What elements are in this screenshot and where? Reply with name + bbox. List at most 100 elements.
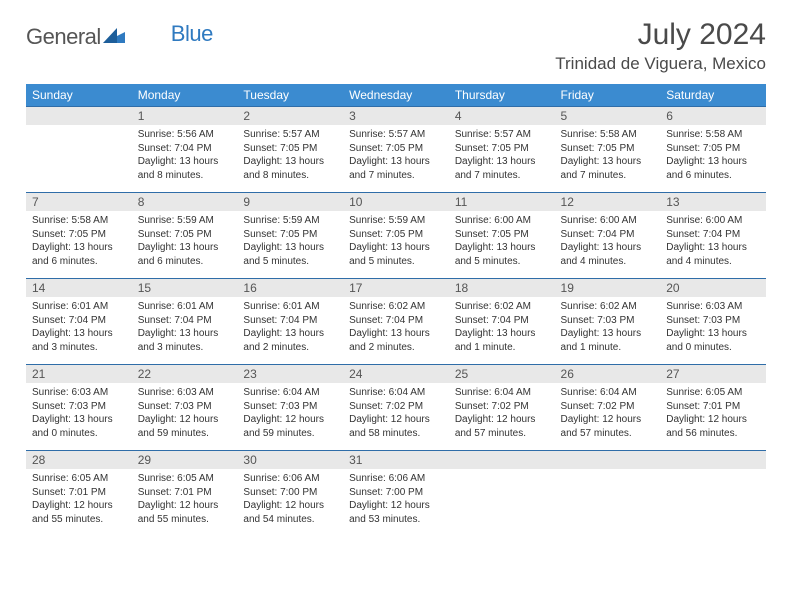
day-line: Sunrise: 5:57 AM — [349, 128, 443, 142]
day-line: Sunrise: 6:00 AM — [561, 214, 655, 228]
day-number: 9 — [237, 193, 343, 211]
day-number: 1 — [132, 107, 238, 125]
day-number: 24 — [343, 365, 449, 383]
day-number: 6 — [660, 107, 766, 125]
day-line: Sunset: 7:04 PM — [138, 314, 232, 328]
day-line: Daylight: 12 hours and 57 minutes. — [561, 413, 655, 440]
day-number: 31 — [343, 451, 449, 469]
dow-tuesday: Tuesday — [237, 84, 343, 107]
day-line: Daylight: 12 hours and 58 minutes. — [349, 413, 443, 440]
day-line: Sunset: 7:03 PM — [243, 400, 337, 414]
day-cell: 19Sunrise: 6:02 AMSunset: 7:03 PMDayligh… — [555, 279, 661, 365]
day-cell: 29Sunrise: 6:05 AMSunset: 7:01 PMDayligh… — [132, 451, 238, 537]
day-number: 26 — [555, 365, 661, 383]
day-body — [660, 469, 766, 474]
day-cell: 1Sunrise: 5:56 AMSunset: 7:04 PMDaylight… — [132, 107, 238, 193]
day-line: Sunset: 7:04 PM — [349, 314, 443, 328]
day-body: Sunrise: 6:05 AMSunset: 7:01 PMDaylight:… — [660, 383, 766, 442]
day-line: Daylight: 13 hours and 0 minutes. — [666, 327, 760, 354]
day-line: Sunset: 7:05 PM — [32, 228, 126, 242]
day-body — [555, 469, 661, 474]
day-line: Daylight: 12 hours and 59 minutes. — [243, 413, 337, 440]
day-line: Sunrise: 6:02 AM — [349, 300, 443, 314]
day-line: Sunset: 7:05 PM — [455, 142, 549, 156]
day-line: Sunset: 7:03 PM — [138, 400, 232, 414]
dow-wednesday: Wednesday — [343, 84, 449, 107]
day-body: Sunrise: 6:03 AMSunset: 7:03 PMDaylight:… — [660, 297, 766, 356]
day-body: Sunrise: 6:04 AMSunset: 7:02 PMDaylight:… — [555, 383, 661, 442]
week-row: 7Sunrise: 5:58 AMSunset: 7:05 PMDaylight… — [26, 193, 766, 279]
day-number: 2 — [237, 107, 343, 125]
day-line: Sunrise: 5:57 AM — [243, 128, 337, 142]
day-line: Daylight: 13 hours and 8 minutes. — [243, 155, 337, 182]
day-line: Sunset: 7:04 PM — [138, 142, 232, 156]
day-body: Sunrise: 6:02 AMSunset: 7:03 PMDaylight:… — [555, 297, 661, 356]
day-line: Sunset: 7:01 PM — [666, 400, 760, 414]
day-cell — [660, 451, 766, 537]
day-cell: 23Sunrise: 6:04 AMSunset: 7:03 PMDayligh… — [237, 365, 343, 451]
day-number: 13 — [660, 193, 766, 211]
day-cell: 30Sunrise: 6:06 AMSunset: 7:00 PMDayligh… — [237, 451, 343, 537]
day-body — [26, 125, 132, 130]
dow-thursday: Thursday — [449, 84, 555, 107]
day-line: Sunrise: 6:00 AM — [666, 214, 760, 228]
day-line: Sunrise: 5:59 AM — [243, 214, 337, 228]
week-row: 1Sunrise: 5:56 AMSunset: 7:04 PMDaylight… — [26, 107, 766, 193]
day-line: Sunset: 7:05 PM — [243, 142, 337, 156]
day-number — [26, 107, 132, 125]
day-line: Daylight: 13 hours and 7 minutes. — [455, 155, 549, 182]
day-body: Sunrise: 6:04 AMSunset: 7:03 PMDaylight:… — [237, 383, 343, 442]
day-cell: 9Sunrise: 5:59 AMSunset: 7:05 PMDaylight… — [237, 193, 343, 279]
day-number: 23 — [237, 365, 343, 383]
day-number: 10 — [343, 193, 449, 211]
week-row: 28Sunrise: 6:05 AMSunset: 7:01 PMDayligh… — [26, 451, 766, 537]
day-number — [555, 451, 661, 469]
dow-sunday: Sunday — [26, 84, 132, 107]
day-line: Sunset: 7:05 PM — [243, 228, 337, 242]
day-body: Sunrise: 5:58 AMSunset: 7:05 PMDaylight:… — [660, 125, 766, 184]
day-line: Sunset: 7:02 PM — [455, 400, 549, 414]
day-line: Sunset: 7:03 PM — [666, 314, 760, 328]
day-body: Sunrise: 5:59 AMSunset: 7:05 PMDaylight:… — [237, 211, 343, 270]
day-line: Sunset: 7:04 PM — [666, 228, 760, 242]
logo-mark-icon — [103, 26, 127, 49]
day-number: 30 — [237, 451, 343, 469]
day-line: Sunset: 7:04 PM — [243, 314, 337, 328]
day-line: Sunset: 7:00 PM — [349, 486, 443, 500]
day-number: 5 — [555, 107, 661, 125]
day-line: Sunset: 7:04 PM — [32, 314, 126, 328]
week-row: 14Sunrise: 6:01 AMSunset: 7:04 PMDayligh… — [26, 279, 766, 365]
day-cell: 5Sunrise: 5:58 AMSunset: 7:05 PMDaylight… — [555, 107, 661, 193]
day-body: Sunrise: 6:01 AMSunset: 7:04 PMDaylight:… — [26, 297, 132, 356]
day-line: Daylight: 12 hours and 59 minutes. — [138, 413, 232, 440]
day-line: Sunset: 7:05 PM — [455, 228, 549, 242]
day-cell: 27Sunrise: 6:05 AMSunset: 7:01 PMDayligh… — [660, 365, 766, 451]
dow-row: Sunday Monday Tuesday Wednesday Thursday… — [26, 84, 766, 107]
day-body: Sunrise: 6:00 AMSunset: 7:04 PMDaylight:… — [660, 211, 766, 270]
logo-text-general: General — [26, 24, 101, 50]
day-line: Sunset: 7:05 PM — [561, 142, 655, 156]
day-number: 17 — [343, 279, 449, 297]
day-body: Sunrise: 6:00 AMSunset: 7:04 PMDaylight:… — [555, 211, 661, 270]
day-cell: 2Sunrise: 5:57 AMSunset: 7:05 PMDaylight… — [237, 107, 343, 193]
day-line: Daylight: 13 hours and 5 minutes. — [455, 241, 549, 268]
day-cell: 15Sunrise: 6:01 AMSunset: 7:04 PMDayligh… — [132, 279, 238, 365]
day-number: 27 — [660, 365, 766, 383]
day-number: 8 — [132, 193, 238, 211]
day-cell — [555, 451, 661, 537]
day-line: Sunrise: 6:03 AM — [138, 386, 232, 400]
day-cell: 28Sunrise: 6:05 AMSunset: 7:01 PMDayligh… — [26, 451, 132, 537]
day-cell: 8Sunrise: 5:59 AMSunset: 7:05 PMDaylight… — [132, 193, 238, 279]
dow-monday: Monday — [132, 84, 238, 107]
day-cell — [449, 451, 555, 537]
day-number: 14 — [26, 279, 132, 297]
day-line: Sunrise: 6:05 AM — [32, 472, 126, 486]
day-number: 28 — [26, 451, 132, 469]
day-body: Sunrise: 6:04 AMSunset: 7:02 PMDaylight:… — [343, 383, 449, 442]
day-line: Sunrise: 5:58 AM — [561, 128, 655, 142]
day-line: Daylight: 12 hours and 57 minutes. — [455, 413, 549, 440]
day-line: Sunrise: 6:01 AM — [138, 300, 232, 314]
day-cell: 22Sunrise: 6:03 AMSunset: 7:03 PMDayligh… — [132, 365, 238, 451]
dow-friday: Friday — [555, 84, 661, 107]
day-body: Sunrise: 5:57 AMSunset: 7:05 PMDaylight:… — [237, 125, 343, 184]
